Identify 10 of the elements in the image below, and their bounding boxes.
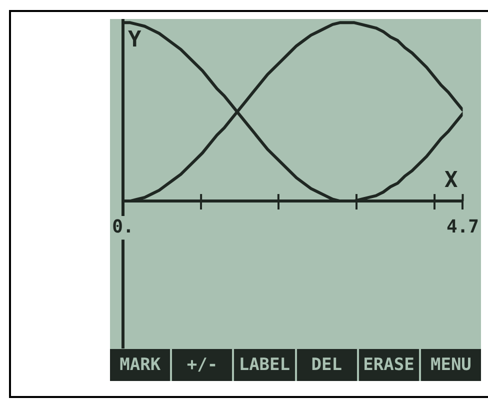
soft-key: DEL: [296, 349, 357, 381]
soft-key: MENU: [420, 349, 482, 381]
y-axis-title: Y: [128, 28, 142, 53]
soft-key: ERASE: [358, 349, 419, 381]
x-tick-label: 4.7: [446, 216, 479, 238]
soft-key: MARK: [110, 349, 170, 381]
soft-key: LABEL: [234, 349, 295, 381]
x-axis-title: X: [444, 168, 458, 193]
x-tick-label: 0.: [112, 216, 134, 238]
soft-key: +/-: [172, 349, 232, 381]
